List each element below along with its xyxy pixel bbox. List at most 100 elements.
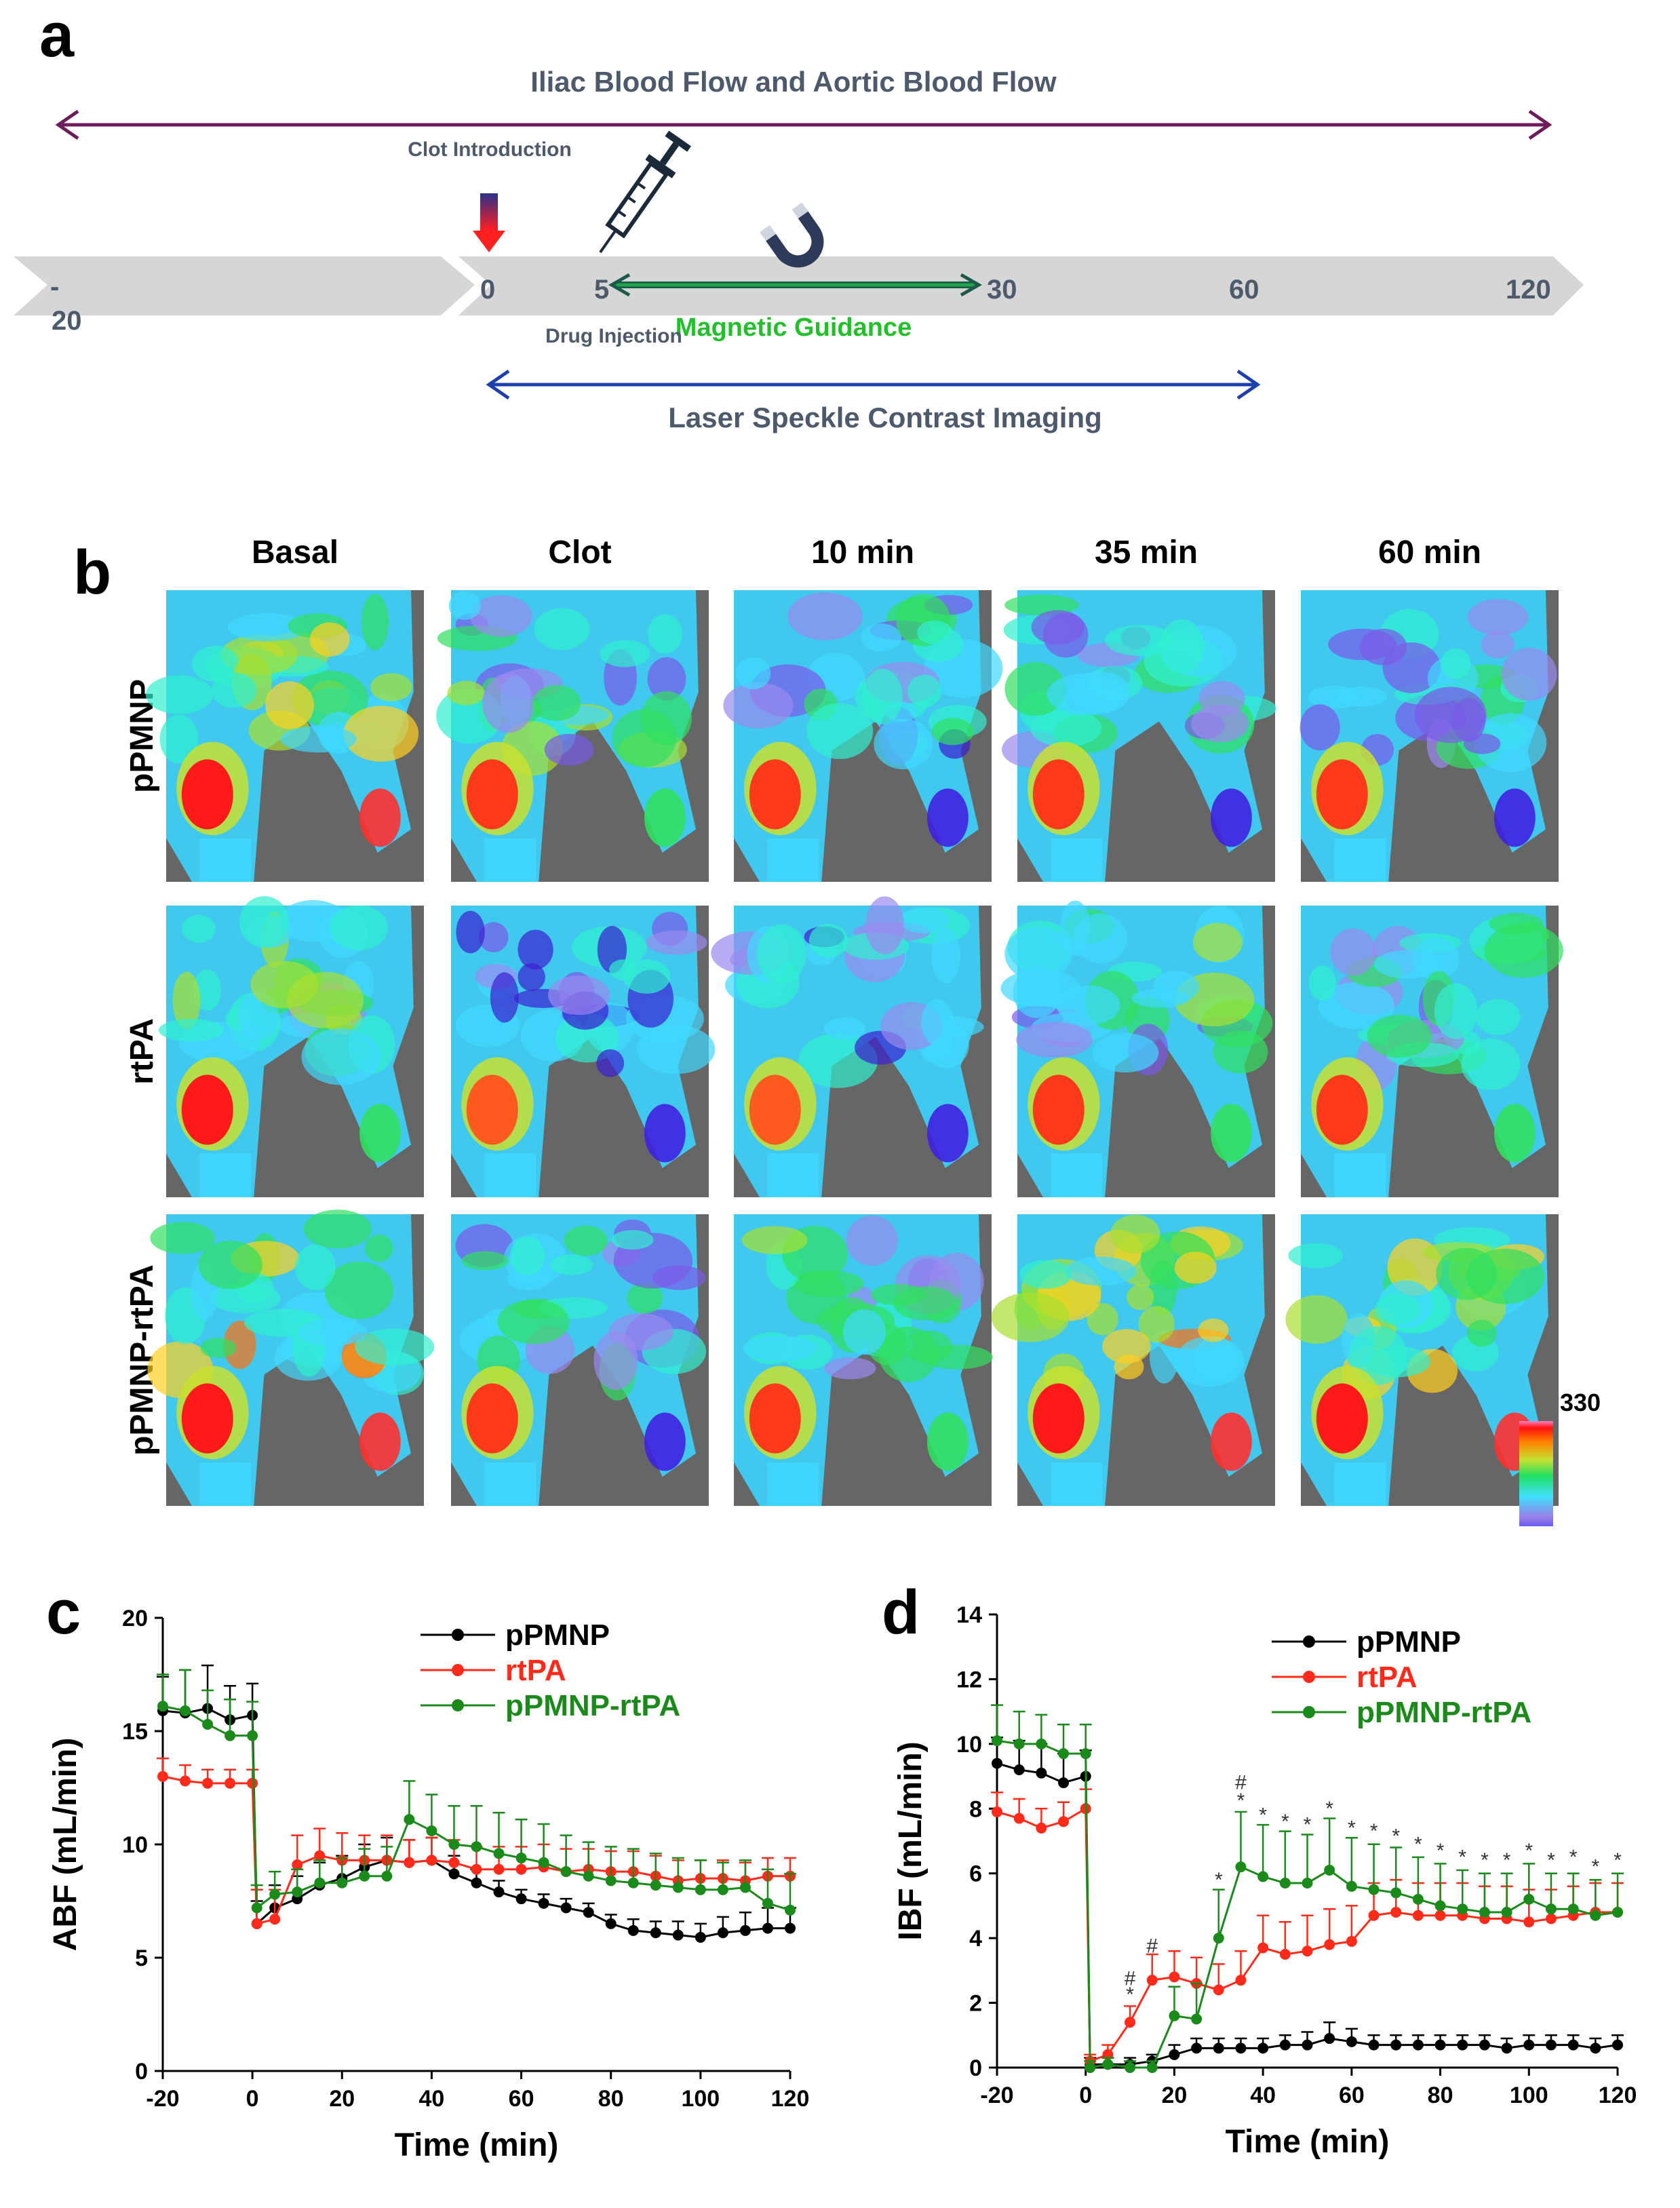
data-point [426,1825,437,1836]
data-point [1302,2039,1313,2051]
data-point [1013,1764,1025,1776]
data-point [448,1839,460,1850]
significance-mark: * [1259,1804,1267,1826]
data-point [1590,1910,1601,1921]
y-axis-label: IBF (mL/min) [893,1741,929,1940]
colorbar-max: 330 [1560,1389,1601,1416]
legend-label: rtPA [505,1654,566,1687]
data-point [404,1814,415,1825]
y-tick-label: 20 [122,1606,148,1631]
timeline-bar-post [458,256,1584,315]
data-point [650,1880,661,1891]
significance-mark: * [1547,1849,1555,1872]
significance-mark: # [1235,1772,1247,1794]
data-point [1346,1935,1357,1947]
data-point [1302,1945,1313,1957]
significance-mark: * [1304,1814,1312,1836]
data-point [1125,2017,1136,2028]
data-point [695,1884,706,1895]
drug-injection-text: Drug Injection [545,325,682,347]
data-point [251,1902,262,1914]
data-point [1213,1984,1224,1996]
lsci-image [711,896,992,1197]
data-point [1501,1906,1512,1918]
data-point [785,1904,796,1916]
data-point [1036,1767,1047,1779]
y-tick-label: 12 [956,1667,982,1692]
lsci-image [1300,590,1559,882]
significance-mark: * [1414,1833,1422,1855]
data-point [560,1866,572,1878]
data-point [560,1902,572,1914]
data-point [493,1848,505,1859]
lsci-image [451,1214,709,1506]
y-tick-label: 15 [122,1719,148,1745]
data-point [1567,1903,1579,1915]
significance-mark: * [1370,1820,1378,1842]
tick-60: 60 [1229,275,1259,305]
data-point [426,1855,437,1866]
data-point [180,1775,191,1787]
tick-neg-sign: - [50,272,59,302]
data-point [1085,2062,1096,2073]
data-point [1013,1813,1025,1824]
data-point [583,1907,594,1918]
column-header: Clot [548,535,611,570]
x-tick-label: 20 [329,2086,355,2112]
data-point [1346,2036,1357,2047]
tick-120: 120 [1506,275,1551,305]
column-header: 10 min [811,535,914,570]
data-point [269,1889,281,1900]
legend-label: rtPA [1356,1661,1418,1694]
data-point [762,1922,773,1934]
data-point [1235,1861,1247,1873]
legend-marker [452,1629,464,1641]
data-point [515,1853,527,1864]
data-point [739,1924,751,1936]
x-tick-label: 60 [509,2086,534,2112]
data-point [785,1922,796,1934]
data-point [247,1777,258,1789]
data-point [202,1718,214,1730]
x-axis-label: Time (min) [395,2127,559,2163]
series-pPMNP-rtPA [991,1704,1624,2073]
data-point [1169,2049,1180,2060]
legend-marker [452,1664,464,1676]
data-point [1013,1738,1025,1749]
x-tick-label: 0 [246,2086,259,2112]
significance-mark: # [1146,1935,1158,1958]
data-point [538,1857,549,1868]
data-point [224,1777,236,1789]
data-point [269,1914,281,1925]
data-point [493,1886,505,1898]
x-tick-label: 80 [1428,2083,1453,2108]
data-point [605,1918,617,1929]
colorbar [1519,1421,1553,1526]
significance-mark: * [1591,1856,1599,1878]
data-point [314,1877,326,1889]
panel-a-label: a [39,1,75,70]
significance-mark: * [1126,1983,1134,2006]
data-point [1545,1913,1557,1924]
data-point [1390,2039,1402,2051]
data-point [717,1927,728,1939]
column-header: 35 min [1095,535,1198,570]
data-point [695,1931,706,1943]
data-point [1545,1903,1557,1915]
row-label: rtPA [124,1018,160,1085]
lsci-image [451,906,716,1197]
data-point [292,1886,303,1898]
data-point [717,1884,728,1895]
tick-30: 30 [987,275,1017,305]
x-tick-label: 40 [419,2086,445,2112]
lsci-image [991,1214,1275,1506]
data-point [992,1758,1002,1769]
data-point [1257,2042,1269,2054]
significance-mark: * [1437,1840,1445,1862]
data-point [1235,2042,1247,2054]
data-point [1169,1971,1180,1983]
data-point [1434,2039,1446,2051]
data-point [1612,1906,1623,1918]
data-point [1368,1910,1380,1921]
lsci-image [734,1214,993,1506]
